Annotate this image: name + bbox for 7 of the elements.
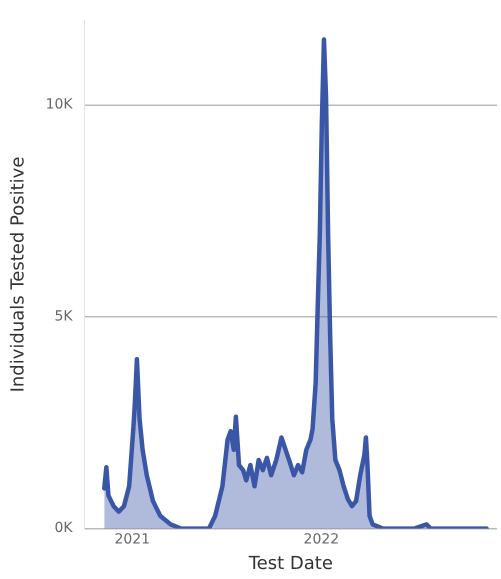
x-tick-label: 2022 — [304, 532, 340, 548]
x-axis-title: Test Date — [248, 552, 333, 574]
y-tick-label: 5K — [54, 308, 74, 324]
y-tick-label: 10K — [46, 96, 74, 113]
x-tick-label: 2021 — [114, 532, 150, 548]
y-axis-title: Individuals Tested Positive — [7, 156, 28, 392]
y-tick-label: 0K — [54, 520, 74, 536]
